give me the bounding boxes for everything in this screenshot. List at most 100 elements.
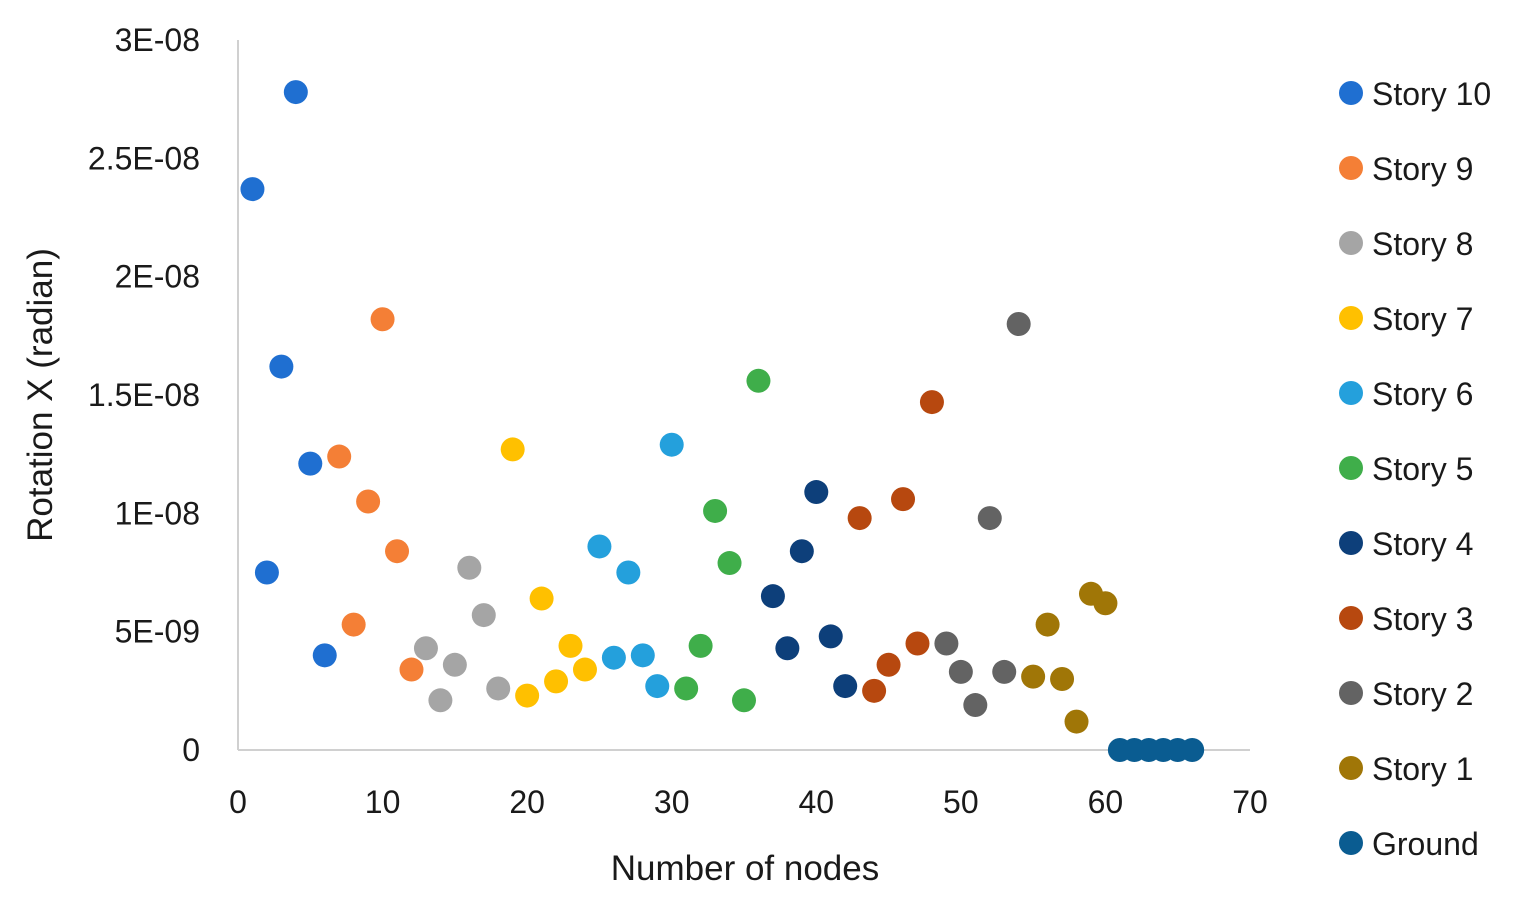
tick-labels: 0 5E-09 1E-08 1.5E-08 2E-08 2.5E-08 3E-08 0 10 20…: [88, 22, 1268, 820]
data-point: [948, 659, 973, 684]
data-point: [1006, 312, 1031, 336]
y-tick-label: 1E-08: [115, 495, 200, 531]
data-point: [934, 631, 959, 656]
legend-label: Story 2: [1372, 676, 1473, 712]
legend-label: Story 10: [1372, 76, 1491, 112]
data-point: [457, 555, 482, 580]
data-point: [471, 603, 496, 628]
x-tick-label: 0: [229, 784, 247, 820]
data-point: [1021, 664, 1046, 689]
x-axis-title: Number of nodes: [611, 849, 879, 888]
data-point: [341, 612, 366, 637]
y-axis-title: Rotation X (radian): [21, 248, 60, 542]
data-point: [688, 633, 713, 658]
legend-marker: [1339, 681, 1363, 705]
legend-label: Story 6: [1372, 376, 1473, 412]
data-point: [1035, 612, 1060, 637]
data-point: [977, 506, 1002, 531]
data-point: [775, 636, 800, 661]
legend-marker: [1339, 156, 1363, 180]
data-point: [370, 307, 395, 332]
data-point: [818, 624, 843, 649]
data-point: [905, 631, 930, 656]
legend-label: Story 1: [1372, 751, 1473, 787]
data-point: [992, 659, 1017, 684]
data-point: [919, 390, 944, 415]
legend-label: Story 8: [1372, 226, 1473, 262]
data-point: [572, 657, 597, 682]
y-tick-label: 5E-09: [115, 614, 200, 650]
data-point: [601, 645, 626, 670]
data-point: [630, 643, 655, 668]
legend-marker: [1339, 456, 1363, 480]
data-point: [876, 652, 901, 677]
legend-marker: [1339, 756, 1363, 780]
data-point: [385, 539, 410, 564]
data-point: [269, 354, 294, 379]
x-tick-label: 10: [365, 784, 401, 820]
y-tick-label: 1.5E-08: [88, 377, 200, 413]
x-tick-label: 20: [509, 784, 545, 820]
y-tick-label: 2E-08: [115, 259, 200, 295]
data-point: [645, 674, 670, 699]
data-point: [327, 444, 352, 469]
legend: Story 10 Story 9 Story 8 Story 7 Story 6 Stor…: [1339, 76, 1491, 862]
y-axis-title-group: Rotation X (radian): [21, 248, 60, 542]
legend-marker: [1339, 231, 1363, 255]
legend-label: Story 3: [1372, 601, 1473, 637]
data-point: [413, 636, 438, 661]
data-point: [544, 669, 569, 694]
data-point: [1093, 591, 1118, 616]
data-point: [442, 652, 467, 677]
data-point: [674, 676, 699, 701]
data-point: [486, 676, 511, 701]
legend-marker: [1339, 81, 1363, 105]
data-point: [254, 560, 279, 585]
data-point: [312, 643, 337, 668]
y-tick-label: 2.5E-08: [88, 140, 200, 176]
data-point: [587, 534, 612, 559]
data-point: [298, 451, 323, 476]
data-point: [703, 498, 728, 523]
legend-marker: [1339, 306, 1363, 330]
legend-marker: [1339, 531, 1363, 555]
data-point: [283, 80, 308, 105]
data-point: [760, 584, 785, 609]
legend-label: Story 5: [1372, 451, 1473, 487]
x-tick-label: 70: [1232, 784, 1268, 820]
x-tick-label: 30: [654, 784, 690, 820]
data-point: [891, 487, 916, 512]
data-point: [428, 688, 453, 713]
data-point: [659, 432, 684, 457]
data-point: [1180, 738, 1205, 762]
data-point: [862, 678, 887, 703]
data-point: [356, 489, 381, 514]
data-point: [1050, 667, 1075, 691]
data-point: [963, 693, 988, 718]
data-point: [847, 506, 872, 531]
data-point: [399, 657, 424, 682]
data-point: [789, 539, 814, 564]
legend-marker: [1339, 831, 1363, 855]
legend-marker: [1339, 606, 1363, 630]
data-point: [616, 560, 641, 585]
data-point: [717, 551, 742, 576]
data-point: [804, 480, 829, 505]
data-point: [515, 683, 540, 708]
data-point: [500, 437, 525, 462]
data-point: [833, 674, 858, 699]
legend-marker: [1339, 381, 1363, 405]
data-point: [529, 586, 554, 611]
data-point: [240, 177, 265, 202]
y-tick-label: 3E-08: [115, 22, 200, 58]
data-points: [240, 80, 1205, 762]
legend-label: Story 4: [1372, 526, 1473, 562]
x-tick-label: 40: [798, 784, 834, 820]
data-point: [558, 633, 583, 658]
legend-label: Ground: [1372, 826, 1479, 862]
y-tick-label: 0: [182, 732, 200, 768]
x-tick-label: 60: [1088, 784, 1124, 820]
legend-label: Story 9: [1372, 151, 1473, 187]
data-point: [1064, 709, 1089, 734]
